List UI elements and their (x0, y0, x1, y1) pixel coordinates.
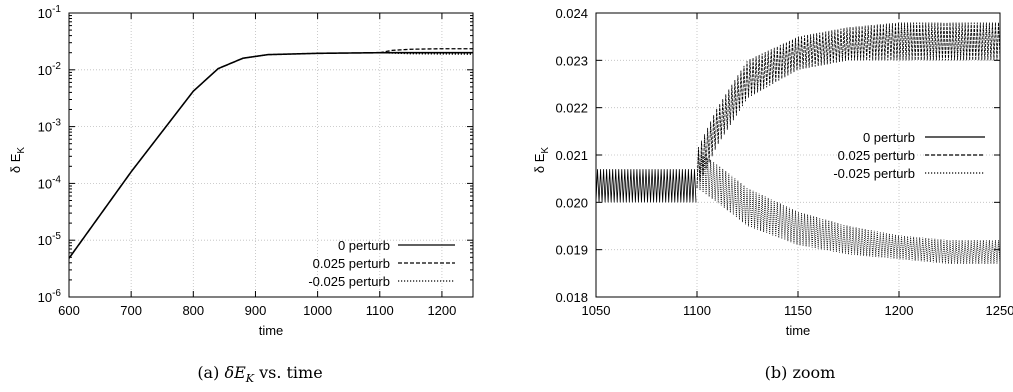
legend-label: 0.025 perturb (838, 148, 915, 163)
y-tick-label: 10-4 (38, 174, 62, 191)
y-tick-label: 0.022 (555, 101, 588, 116)
x-tick-label: 1150 (784, 303, 812, 318)
x-tick-label: 900 (245, 303, 267, 318)
caption-b: (b) zoom (765, 363, 836, 382)
chart-a-x-axis-label: time (259, 323, 284, 338)
chart-b-series (595, 22, 1001, 264)
y-tick-label: 0.023 (555, 53, 588, 68)
y-tick-label: 0.019 (555, 243, 588, 258)
y-tick-label: 10-2 (38, 61, 62, 78)
chart-a-legend: 0 perturb 0.025 perturb -0.025 perturb (308, 238, 455, 289)
y-tick-label: 10-3 (38, 118, 62, 135)
legend-label: 0 perturb (338, 238, 390, 253)
x-tick-label: 1100 (366, 303, 394, 318)
series-band-zero (595, 169, 697, 203)
x-tick-label: 1200 (885, 303, 914, 318)
x-tick-label: 600 (58, 303, 80, 318)
y-tick-label: 0.021 (555, 148, 588, 163)
chart-b-legend: 0 perturb 0.025 perturb -0.025 perturb (833, 130, 985, 181)
legend-label: 0.025 perturb (313, 256, 390, 271)
chart-a-energy-vs-time: 600 700 800 900 1000 1100 1200 10-6 10-5 10-4 10-3… (8, 4, 474, 338)
y-tick-label: 0.018 (555, 290, 588, 305)
series-line-minus (379, 52, 474, 55)
y-tick-label: 10-6 (38, 288, 62, 305)
x-tick-label: 1050 (582, 303, 611, 318)
y-tick-label: 10-1 (38, 4, 62, 21)
chart-b-ticks: 1050 1100 1150 1200 1250 0.018 0.019 0.020 0.021… (555, 6, 1013, 318)
x-tick-label: 1100 (683, 303, 711, 318)
legend-label: -0.025 perturb (833, 166, 915, 181)
chart-a-y-axis-label: δ EK (8, 147, 27, 174)
series-line-zero (68, 51, 473, 259)
x-tick-label: 800 (182, 303, 204, 318)
legend-label: 0 perturb (863, 130, 915, 145)
series-band-minus (696, 151, 1001, 264)
chart-a-plot-frame (68, 12, 474, 298)
chart-b-x-axis-label: time (786, 323, 811, 338)
chart-b-zoom: 1050 1100 1150 1200 1250 0.018 0.019 0.020 0.021… (532, 6, 1013, 338)
chart-b-grid (596, 13, 1000, 297)
chart-a-ticks: 600 700 800 900 1000 1100 1200 10-6 10-5 10-4 10-3… (38, 4, 473, 318)
chart-a-grid (69, 13, 473, 297)
series-line-plus (379, 48, 473, 54)
caption-a: (a) δEK vs. time (197, 363, 322, 385)
series-band-plus (696, 22, 1001, 189)
x-tick-label: 700 (120, 303, 142, 318)
x-tick-label: 1000 (303, 303, 332, 318)
x-tick-label: 1250 (986, 303, 1013, 318)
x-tick-label: 1200 (427, 303, 456, 318)
legend-label: -0.025 perturb (308, 274, 390, 289)
chart-a-series (68, 48, 474, 259)
y-tick-label: 0.024 (555, 6, 588, 21)
y-tick-label: 10-5 (38, 231, 62, 248)
y-tick-label: 0.020 (555, 195, 588, 210)
chart-b-y-axis-label: δ EK (532, 147, 551, 174)
